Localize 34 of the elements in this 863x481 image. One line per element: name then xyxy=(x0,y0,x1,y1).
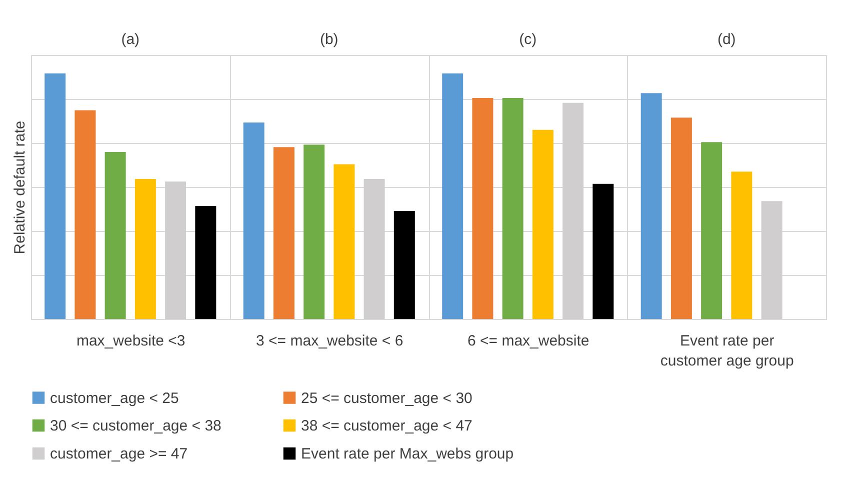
bar xyxy=(731,172,752,319)
bar xyxy=(74,110,96,319)
bar xyxy=(532,130,554,319)
text: (d) xyxy=(717,31,736,48)
text: (c) xyxy=(519,31,537,48)
bar xyxy=(442,73,464,319)
bar xyxy=(472,98,494,319)
bar xyxy=(502,98,524,319)
bar xyxy=(195,206,216,319)
legend-label: 25 <= customer_age < 30 xyxy=(301,390,472,407)
bar xyxy=(44,73,66,319)
legend-label: 38 <= customer_age < 47 xyxy=(301,418,472,434)
y-axis-title: Relative default rate xyxy=(12,120,28,254)
bar xyxy=(592,184,614,319)
bar xyxy=(243,122,264,319)
bar xyxy=(701,142,722,319)
bar xyxy=(640,93,662,319)
legend-label: 30 <= customer_age < 38 xyxy=(50,418,222,434)
text: (b) xyxy=(320,31,338,48)
bar xyxy=(273,147,294,319)
bar xyxy=(304,144,325,319)
text: (a) xyxy=(121,31,140,48)
x-tick-label: max_website <3 xyxy=(76,332,186,350)
bar xyxy=(334,164,355,319)
legend-label: customer_age >= 47 xyxy=(50,446,188,462)
legend-label: customer_age < 25 xyxy=(50,390,179,407)
legend-label: Event rate per Max_webs group xyxy=(301,446,514,462)
bar xyxy=(394,210,415,319)
bar xyxy=(670,118,692,319)
x-tick-label: 6 <= max_website xyxy=(468,332,590,350)
x-tick-label: Event rate per customer age group xyxy=(660,332,794,370)
bar xyxy=(104,152,126,319)
bar xyxy=(134,179,156,319)
x-tick-label: 3 <= max_website < 6 xyxy=(256,332,404,350)
